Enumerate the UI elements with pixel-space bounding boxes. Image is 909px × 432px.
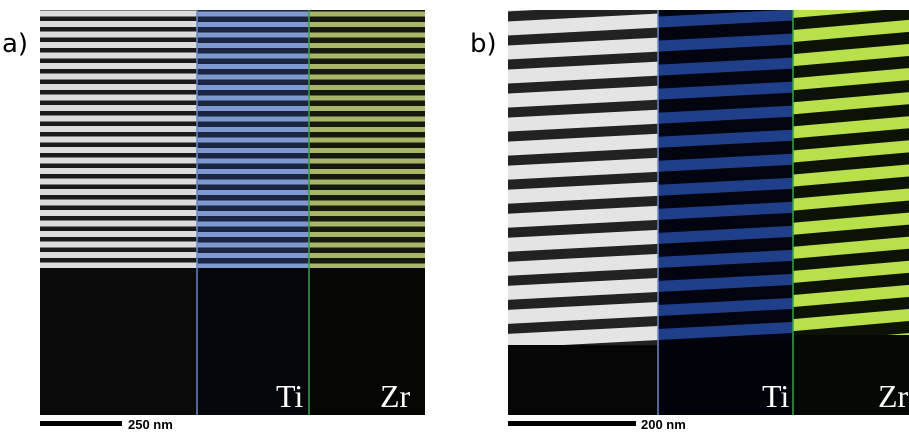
panel-label: b) <box>470 29 497 59</box>
zr-layers <box>309 10 425 268</box>
ti-layers <box>197 10 309 268</box>
haadf-layers <box>40 10 197 268</box>
scale-bar-label: 250 nm <box>128 417 173 432</box>
ti-layers <box>658 10 793 340</box>
zr-layers <box>793 10 909 335</box>
figure: a) Ti Zr 250 nm b) Ti Zr 200 nm <box>0 0 909 432</box>
map-label: Ti <box>276 378 303 414</box>
map-label: Zr <box>380 378 411 414</box>
panel-label: a) <box>2 29 28 59</box>
haadf-layers <box>508 10 658 345</box>
map-label: Ti <box>762 378 789 414</box>
scale-bar <box>40 421 122 426</box>
scale-bar-label: 200 nm <box>641 417 686 432</box>
map-label: Zr <box>878 378 909 414</box>
scale-bar <box>508 421 636 426</box>
